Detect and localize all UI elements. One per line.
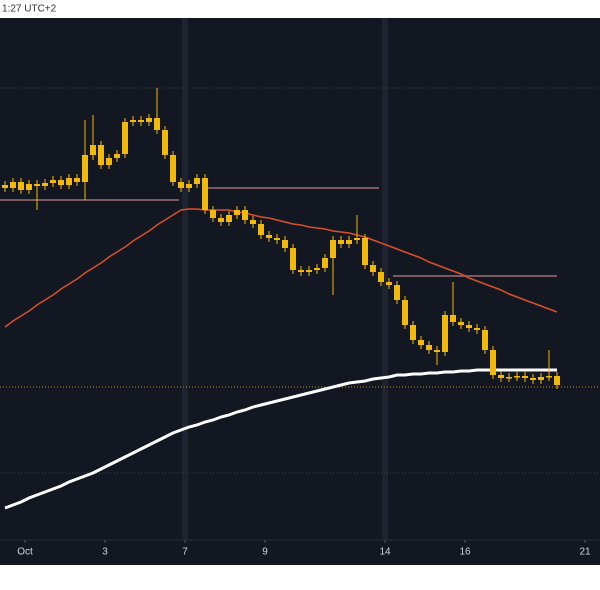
candle-body [274, 238, 280, 240]
candle-body [306, 270, 312, 272]
candle-body [58, 180, 64, 185]
candle-body [98, 145, 104, 165]
candle-body [506, 377, 512, 379]
moving-average [4, 208, 558, 328]
candle-body [330, 240, 336, 258]
week-separator [182, 18, 188, 540]
candle-body [426, 345, 432, 350]
candle-body [498, 375, 504, 378]
x-tick-label: Oct [17, 547, 33, 558]
candle-body [474, 328, 480, 330]
candle-body [546, 376, 552, 378]
candle-body [410, 325, 416, 340]
candle-body [50, 180, 56, 183]
candle-body [66, 178, 72, 185]
candle-body [290, 248, 296, 270]
x-tick-label: 7 [182, 547, 188, 558]
candle-body [530, 378, 536, 380]
candle-body [250, 220, 256, 224]
candle-body [34, 184, 40, 186]
moving-average [4, 368, 557, 510]
plot-background [0, 18, 600, 565]
candle-body [18, 182, 24, 190]
candle-body [442, 315, 448, 352]
candle-body [298, 270, 304, 272]
candle-body [338, 240, 344, 244]
candle-body [82, 155, 88, 182]
candle-body [114, 154, 120, 158]
candle-body [322, 258, 328, 268]
candle-body [538, 377, 544, 380]
candle-body [378, 272, 384, 282]
candle-body [514, 376, 520, 378]
candle-body [178, 182, 184, 188]
candle-body [314, 268, 320, 270]
candle-body [2, 185, 8, 188]
candle-body [138, 120, 144, 122]
candle-body [346, 240, 352, 244]
candle-body [194, 178, 200, 184]
candle-body [354, 238, 360, 240]
candle-body [282, 240, 288, 248]
candle-body [202, 178, 208, 210]
candle-body [458, 322, 464, 325]
candle-body [74, 178, 80, 182]
x-tick-label: 3 [102, 547, 108, 558]
candle-body [226, 215, 232, 222]
candle-body [482, 330, 488, 350]
candle-body [242, 210, 248, 220]
candle-body [402, 300, 408, 325]
candle-body [394, 285, 400, 300]
candle-body [42, 183, 48, 186]
candle-body [26, 184, 32, 190]
x-tick-label: 21 [579, 547, 591, 558]
candle-body [218, 218, 224, 222]
header-time: 1:27 UTC+2 [2, 4, 57, 15]
candle-body [370, 265, 376, 272]
candle-body [362, 238, 368, 265]
x-tick-label: 16 [459, 547, 471, 558]
candle-body [106, 158, 112, 165]
candle-body [170, 155, 176, 182]
candle-body [418, 340, 424, 345]
candle-body [10, 182, 16, 188]
candle-body [210, 210, 216, 218]
x-tick-label: 9 [262, 547, 268, 558]
candle-body [554, 376, 560, 385]
candle-body [234, 210, 240, 215]
candle-body [450, 315, 456, 322]
candle-body [130, 120, 136, 122]
candle-body [162, 130, 168, 155]
candle-body [522, 376, 528, 378]
candle-body [258, 224, 264, 235]
candle-body [490, 350, 496, 375]
plot: Oct 3 7 9 14 16 21 [0, 18, 600, 558]
candle-body [466, 325, 472, 328]
candle-body [386, 282, 392, 285]
candle-body [154, 118, 160, 130]
week-separator [382, 18, 388, 540]
candle-body [186, 184, 192, 188]
candle-body [90, 145, 96, 155]
header-bar [0, 0, 600, 18]
candle-body [146, 118, 152, 122]
candle-body [434, 350, 440, 352]
candle-body [266, 235, 272, 238]
candle-body [122, 122, 128, 154]
x-tick-label: 14 [379, 547, 391, 558]
